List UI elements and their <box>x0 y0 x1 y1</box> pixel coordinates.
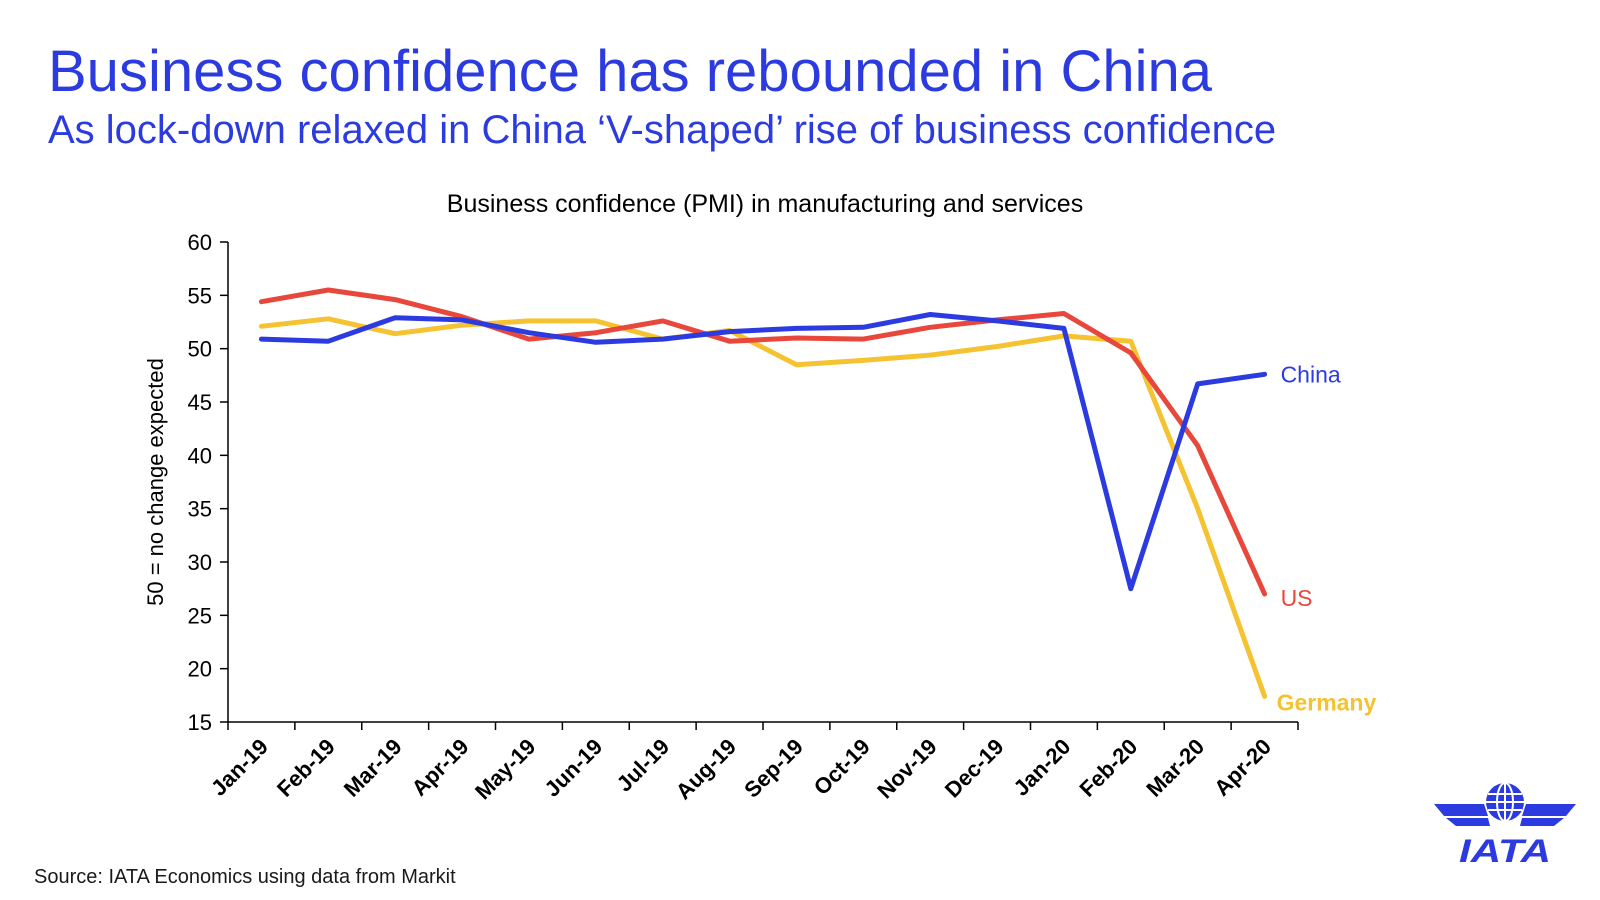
source-note: Source: IATA Economics using data from M… <box>34 866 456 888</box>
globe-icon <box>1486 782 1524 822</box>
series-line-germany <box>258 316 1268 699</box>
series-label-china: China <box>1281 361 1341 387</box>
y-axis-ticks: 15 20 25 30 35 40 45 50 55 60 <box>188 230 228 735</box>
data-point-china <box>727 329 732 334</box>
data-point-germany <box>794 362 799 367</box>
data-point-china <box>794 326 799 331</box>
x-tick-label: Dec-19 <box>940 734 1009 803</box>
data-point-china <box>928 312 933 317</box>
data-point-germany <box>1128 339 1133 344</box>
data-point-us <box>1262 592 1267 597</box>
data-point-china <box>460 317 465 322</box>
x-tick-label: Aug-19 <box>671 734 741 804</box>
data-point-germany <box>460 323 465 328</box>
y-tick-label: 60 <box>188 230 212 255</box>
x-tick-label: Jun-19 <box>540 734 608 802</box>
data-point-us <box>393 297 398 302</box>
y-tick-label: 25 <box>188 603 212 628</box>
x-tick-label: Mar-19 <box>339 734 407 802</box>
data-point-china <box>861 325 866 330</box>
y-tick-label: 35 <box>188 497 212 522</box>
y-tick-label: 30 <box>188 550 212 575</box>
x-tick-label: Apr-19 <box>407 734 474 801</box>
data-point-us <box>526 337 531 342</box>
y-tick-label: 40 <box>188 443 212 468</box>
x-tick-label: Apr-20 <box>1209 734 1276 801</box>
data-point-us <box>660 318 665 323</box>
slide-subtitle: As lock-down relaxed in China ‘V-shaped’… <box>48 108 1277 152</box>
slide-title: Business confidence has rebounded in Chi… <box>48 39 1213 104</box>
series-line-us <box>258 287 1268 597</box>
data-point-us <box>326 288 331 293</box>
series-label-germany: Germany <box>1277 689 1377 715</box>
y-axis-label: 50 = no change expected <box>143 358 168 606</box>
data-point-germany <box>1195 506 1200 511</box>
x-tick-label: Feb-19 <box>272 734 340 802</box>
y-tick-label: 45 <box>188 390 212 415</box>
data-point-germany <box>1262 694 1267 699</box>
data-point-germany <box>861 358 866 363</box>
data-point-china <box>1262 372 1267 377</box>
data-point-china <box>1195 381 1200 386</box>
data-point-germany <box>995 344 1000 349</box>
data-point-china <box>1061 326 1066 331</box>
x-tick-label: Oct-19 <box>809 734 875 800</box>
x-tick-label: Sep-19 <box>739 734 808 803</box>
data-point-germany <box>393 331 398 336</box>
x-tick-label: Jul-19 <box>612 734 675 797</box>
x-tick-label: Jan-19 <box>206 734 273 801</box>
x-tick-label: May-19 <box>470 734 540 804</box>
pmi-line-chart: Business confidence (PMI) in manufacturi… <box>143 190 1377 804</box>
data-point-us <box>794 336 799 341</box>
logo-wordmark: IATA <box>1459 833 1551 869</box>
y-tick-label: 20 <box>188 657 212 682</box>
data-point-us <box>1128 350 1133 355</box>
data-point-china <box>660 337 665 342</box>
data-point-china <box>995 318 1000 323</box>
data-point-china <box>259 337 264 342</box>
data-point-germany <box>526 318 531 323</box>
x-tick-label: Feb-20 <box>1075 734 1143 802</box>
y-tick-label: 55 <box>188 283 212 308</box>
data-point-germany <box>593 318 598 323</box>
data-point-us <box>259 299 264 304</box>
data-point-germany <box>259 324 264 329</box>
series-label-us: US <box>1281 585 1313 611</box>
x-tick-label: Mar-20 <box>1141 734 1209 802</box>
chart-title: Business confidence (PMI) in manufacturi… <box>447 190 1083 218</box>
y-tick-label: 50 <box>188 337 212 362</box>
data-point-china <box>593 340 598 345</box>
series-labels: Germany US China <box>1277 361 1377 715</box>
x-tick-label: Jan-20 <box>1008 734 1075 801</box>
data-point-us <box>727 339 732 344</box>
data-point-us <box>593 330 598 335</box>
data-point-us <box>1195 443 1200 448</box>
data-point-us <box>1061 311 1066 316</box>
series-lines <box>258 287 1268 699</box>
wings-icon <box>1434 804 1576 826</box>
data-point-us <box>861 337 866 342</box>
data-point-germany <box>928 353 933 358</box>
series-line-china <box>258 312 1268 592</box>
data-point-china <box>526 330 531 335</box>
iata-logo: IATA <box>1434 782 1576 869</box>
data-point-china <box>1128 586 1133 591</box>
data-point-china <box>393 315 398 320</box>
data-point-us <box>928 325 933 330</box>
data-point-china <box>326 339 331 344</box>
y-tick-label: 15 <box>188 710 212 735</box>
data-point-germany <box>326 316 331 321</box>
x-tick-label: Nov-19 <box>872 734 942 804</box>
